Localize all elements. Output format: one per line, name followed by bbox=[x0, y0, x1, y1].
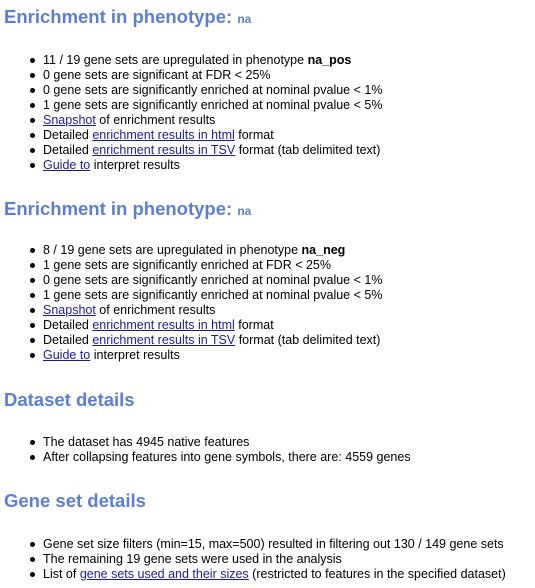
item-text: of enrichment results bbox=[95, 113, 216, 127]
section-heading-dataset-details: Dataset details bbox=[4, 389, 135, 410]
heading-phenotype-suffix: na bbox=[237, 204, 252, 218]
item-text: 8 / 19 gene sets are upregulated in phen… bbox=[43, 243, 302, 257]
section-heading-enrichment-neg: Enrichment in phenotype: na bbox=[4, 198, 251, 222]
list-item: Guide to interpret results bbox=[29, 348, 382, 363]
item-text: interpret results bbox=[90, 348, 180, 362]
list-item: After collapsing features into gene symb… bbox=[30, 450, 411, 465]
item-text: Detailed bbox=[43, 333, 93, 347]
item-text: 0 gene sets are significantly enriched a… bbox=[43, 273, 383, 287]
list-item: Detailed enrichment results in TSV forma… bbox=[29, 143, 382, 158]
list-item: Snapshot of enrichment results bbox=[29, 113, 382, 128]
list-item: Snapshot of enrichment results bbox=[29, 303, 382, 318]
heading-phenotype-suffix: na bbox=[237, 12, 252, 26]
gene-set-details-list: Gene set size filters (min=15, max=500) … bbox=[0, 537, 506, 582]
item-text: format (tab delimited text) bbox=[235, 143, 381, 157]
list-item: Guide to interpret results bbox=[29, 158, 382, 173]
list-item: 11 / 19 gene sets are upregulated in phe… bbox=[29, 53, 382, 68]
dataset-details-list: The dataset has 4945 native features Aft… bbox=[0, 435, 411, 465]
item-text: (restricted to features in the specified… bbox=[248, 567, 506, 581]
list-item: The remaining 19 gene sets were used in … bbox=[30, 552, 506, 567]
list-item: 0 gene sets are significantly enriched a… bbox=[29, 273, 383, 288]
phenotype-name: na_pos bbox=[307, 53, 352, 67]
item-text: 1 gene sets are significantly enriched a… bbox=[43, 288, 383, 302]
item-text: format bbox=[234, 318, 274, 332]
list-item: 1 gene sets are significantly enriched a… bbox=[29, 98, 383, 113]
guide-link[interactable]: Guide to bbox=[43, 348, 91, 362]
list-item: Detailed enrichment results in html form… bbox=[29, 128, 382, 143]
section-heading-gene-set-details: Gene set details bbox=[4, 490, 146, 511]
item-text: of enrichment results bbox=[95, 303, 216, 317]
html-results-link[interactable]: enrichment results in html bbox=[92, 318, 235, 332]
item-text: List of bbox=[43, 567, 80, 581]
item-text: 11 / 19 gene sets are upregulated in phe… bbox=[43, 53, 308, 67]
guide-link[interactable]: Guide to bbox=[43, 158, 91, 172]
list-item: Detailed enrichment results in TSV forma… bbox=[29, 333, 382, 348]
item-text: 0 gene sets are significant at FDR < 25% bbox=[43, 68, 271, 82]
list-item: 0 gene sets are significant at FDR < 25% bbox=[29, 68, 382, 83]
item-text: Detailed bbox=[43, 128, 93, 142]
list-item: Detailed enrichment results in html form… bbox=[29, 318, 382, 333]
heading-text: Enrichment in phenotype: bbox=[4, 198, 238, 219]
item-text: Detailed bbox=[43, 318, 93, 332]
list-item: Gene set size filters (min=15, max=500) … bbox=[30, 537, 506, 552]
tsv-results-link[interactable]: enrichment results in TSV bbox=[92, 333, 236, 347]
enrichment-pos-list: 11 / 19 gene sets are upregulated in phe… bbox=[0, 53, 382, 173]
snapshot-link[interactable]: Snapshot bbox=[43, 113, 96, 127]
item-text: 0 gene sets are significantly enriched a… bbox=[43, 83, 383, 97]
item-text: The remaining 19 gene sets were used in … bbox=[43, 552, 342, 566]
list-item: 0 gene sets are significantly enriched a… bbox=[29, 83, 383, 98]
item-text: 1 gene sets are significantly enriched a… bbox=[43, 98, 383, 112]
enrichment-neg-list: 8 / 19 gene sets are upregulated in phen… bbox=[0, 243, 382, 363]
item-text: format bbox=[234, 128, 274, 142]
section-heading-enrichment-pos: Enrichment in phenotype: na bbox=[4, 6, 251, 30]
snapshot-link[interactable]: Snapshot bbox=[43, 303, 96, 317]
phenotype-name: na_neg bbox=[301, 243, 346, 257]
list-item: 1 gene sets are significantly enriched a… bbox=[29, 288, 383, 303]
list-item: List of gene sets used and their sizes (… bbox=[30, 567, 506, 582]
item-text: interpret results bbox=[90, 158, 180, 172]
tsv-results-link[interactable]: enrichment results in TSV bbox=[92, 143, 236, 157]
item-text: 1 gene sets are significantly enriched a… bbox=[43, 258, 332, 272]
html-results-link[interactable]: enrichment results in html bbox=[92, 128, 235, 142]
list-item: The dataset has 4945 native features bbox=[30, 435, 411, 450]
item-text: Gene set size filters (min=15, max=500) … bbox=[43, 537, 504, 551]
list-item: 8 / 19 gene sets are upregulated in phen… bbox=[29, 243, 382, 258]
list-item: 1 gene sets are significantly enriched a… bbox=[29, 258, 382, 273]
gene-sets-sizes-link[interactable]: gene sets used and their sizes bbox=[79, 567, 249, 581]
item-text: Detailed bbox=[43, 143, 93, 157]
item-text: The dataset has 4945 native features bbox=[43, 435, 250, 449]
heading-text: Enrichment in phenotype: bbox=[4, 6, 238, 27]
item-text: format (tab delimited text) bbox=[235, 333, 381, 347]
item-text: After collapsing features into gene symb… bbox=[43, 450, 411, 464]
